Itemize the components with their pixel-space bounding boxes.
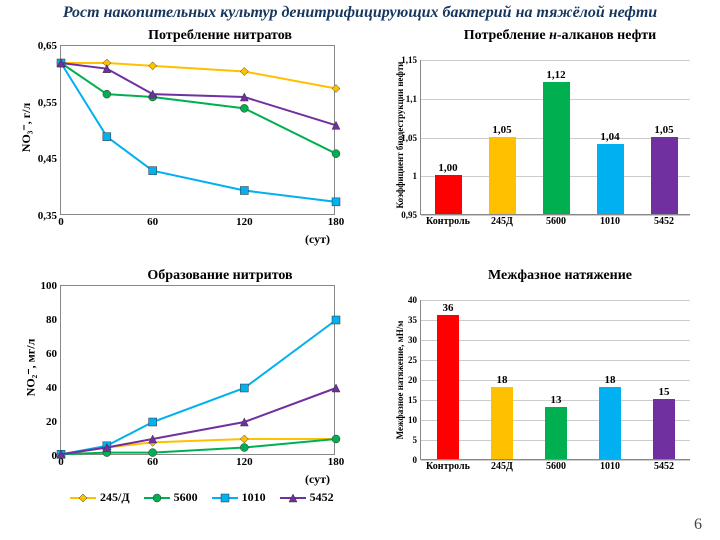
page-number: 6 [694,516,702,534]
legend-item: 5600 [144,490,198,505]
ytick: 1,1 [406,94,421,104]
chart3-ylabel: Коэффициент биодеструкции нефти [395,55,405,215]
ytick: 1 [413,171,422,181]
xtick: 60 [147,454,158,468]
chart2-plot: 020406080100060120180 [60,285,335,455]
bar-category: 5600 [546,459,566,472]
chart1-ylabel: NO₃⁻, г/л [19,103,34,152]
chart1-title: Потребление нитратов [110,28,330,44]
bar-category: 5452 [654,459,674,472]
xtick: 0 [58,454,64,468]
chart2-xunit: (сут) [305,472,330,487]
bar [651,137,678,215]
ytick: 80 [46,314,61,326]
legend-item: 1010 [212,490,266,505]
ytick: 40 [46,382,61,394]
legend-label: 5600 [174,490,198,505]
bar-category: 5600 [546,214,566,227]
chart1-xunit: (сут) [305,232,330,247]
bar-value: 1,05 [654,124,673,136]
ytick: 20 [408,375,421,385]
chart2-svg [61,286,336,456]
bar [653,399,675,459]
chart2-title: Образование нитритов [110,268,330,284]
chart4-ylabel: Межфазное натяжение, мН/м [395,300,405,460]
bar-value: 1,00 [438,162,457,174]
bar-category: 245Д [491,459,513,472]
ytick: 5 [413,435,422,445]
bar-category: 5452 [654,214,674,227]
ytick: 30 [408,335,421,345]
ytick: 40 [408,295,421,305]
bar-value: 1,12 [546,69,565,81]
ytick: 10 [408,415,421,425]
bar [489,137,516,215]
bar-value: 1,04 [600,131,619,143]
chart1-plot: 0,350,450,550,65060120180 [60,45,335,215]
xtick: 180 [328,454,345,468]
legend-label: 245/Д [100,490,130,505]
bar [597,144,624,214]
chart2-ylabel: NO₂⁻, мг/л [23,339,38,397]
bar-category: 245Д [491,214,513,227]
series-legend: 245/Д 5600 1010 5452 [70,490,334,505]
xtick: 60 [147,214,158,228]
bar [435,175,462,214]
page-title: Рост накопительных культур денитрифициру… [0,4,720,22]
ytick: 0,65 [38,40,61,52]
ytick: 60 [46,348,61,360]
ytick: 0,45 [38,153,61,165]
xtick: 120 [236,454,253,468]
bar [437,315,459,459]
ytick: 35 [408,315,421,325]
bar-value: 36 [443,302,454,314]
bar-value: 1,05 [492,124,511,136]
bar-value: 15 [659,386,670,398]
ytick: 100 [41,280,62,292]
legend-item: 245/Д [70,490,130,505]
bar-category: 1010 [600,214,620,227]
ytick: 25 [408,355,421,365]
legend-label: 5452 [310,490,334,505]
bar [599,387,621,459]
ytick: 0,55 [38,97,61,109]
xtick: 120 [236,214,253,228]
xtick: 180 [328,214,345,228]
chart3-title: Потребление н-алканов нефти [430,28,690,44]
ytick: 20 [46,416,61,428]
bar-value: 18 [605,374,616,386]
bar-value: 13 [551,394,562,406]
legend-item: 5452 [280,490,334,505]
chart4-title: Межфазное натяжение [430,268,690,284]
chart3-plot: 1,00Контроль1,05245Д1,1256001,0410101,05… [420,60,690,215]
bar-category: Контроль [426,214,470,227]
legend-label: 1010 [242,490,266,505]
bar [491,387,513,459]
xtick: 0 [58,214,64,228]
bar [545,407,567,459]
ytick: 0 [413,455,422,465]
bar-value: 18 [497,374,508,386]
bar-category: Контроль [426,459,470,472]
ytick: 15 [408,395,421,405]
bar-category: 1010 [600,459,620,472]
chart4-plot: 36Контроль18245Д135600181010155452051015… [420,300,690,460]
chart1-svg [61,46,336,216]
bar [543,82,570,214]
